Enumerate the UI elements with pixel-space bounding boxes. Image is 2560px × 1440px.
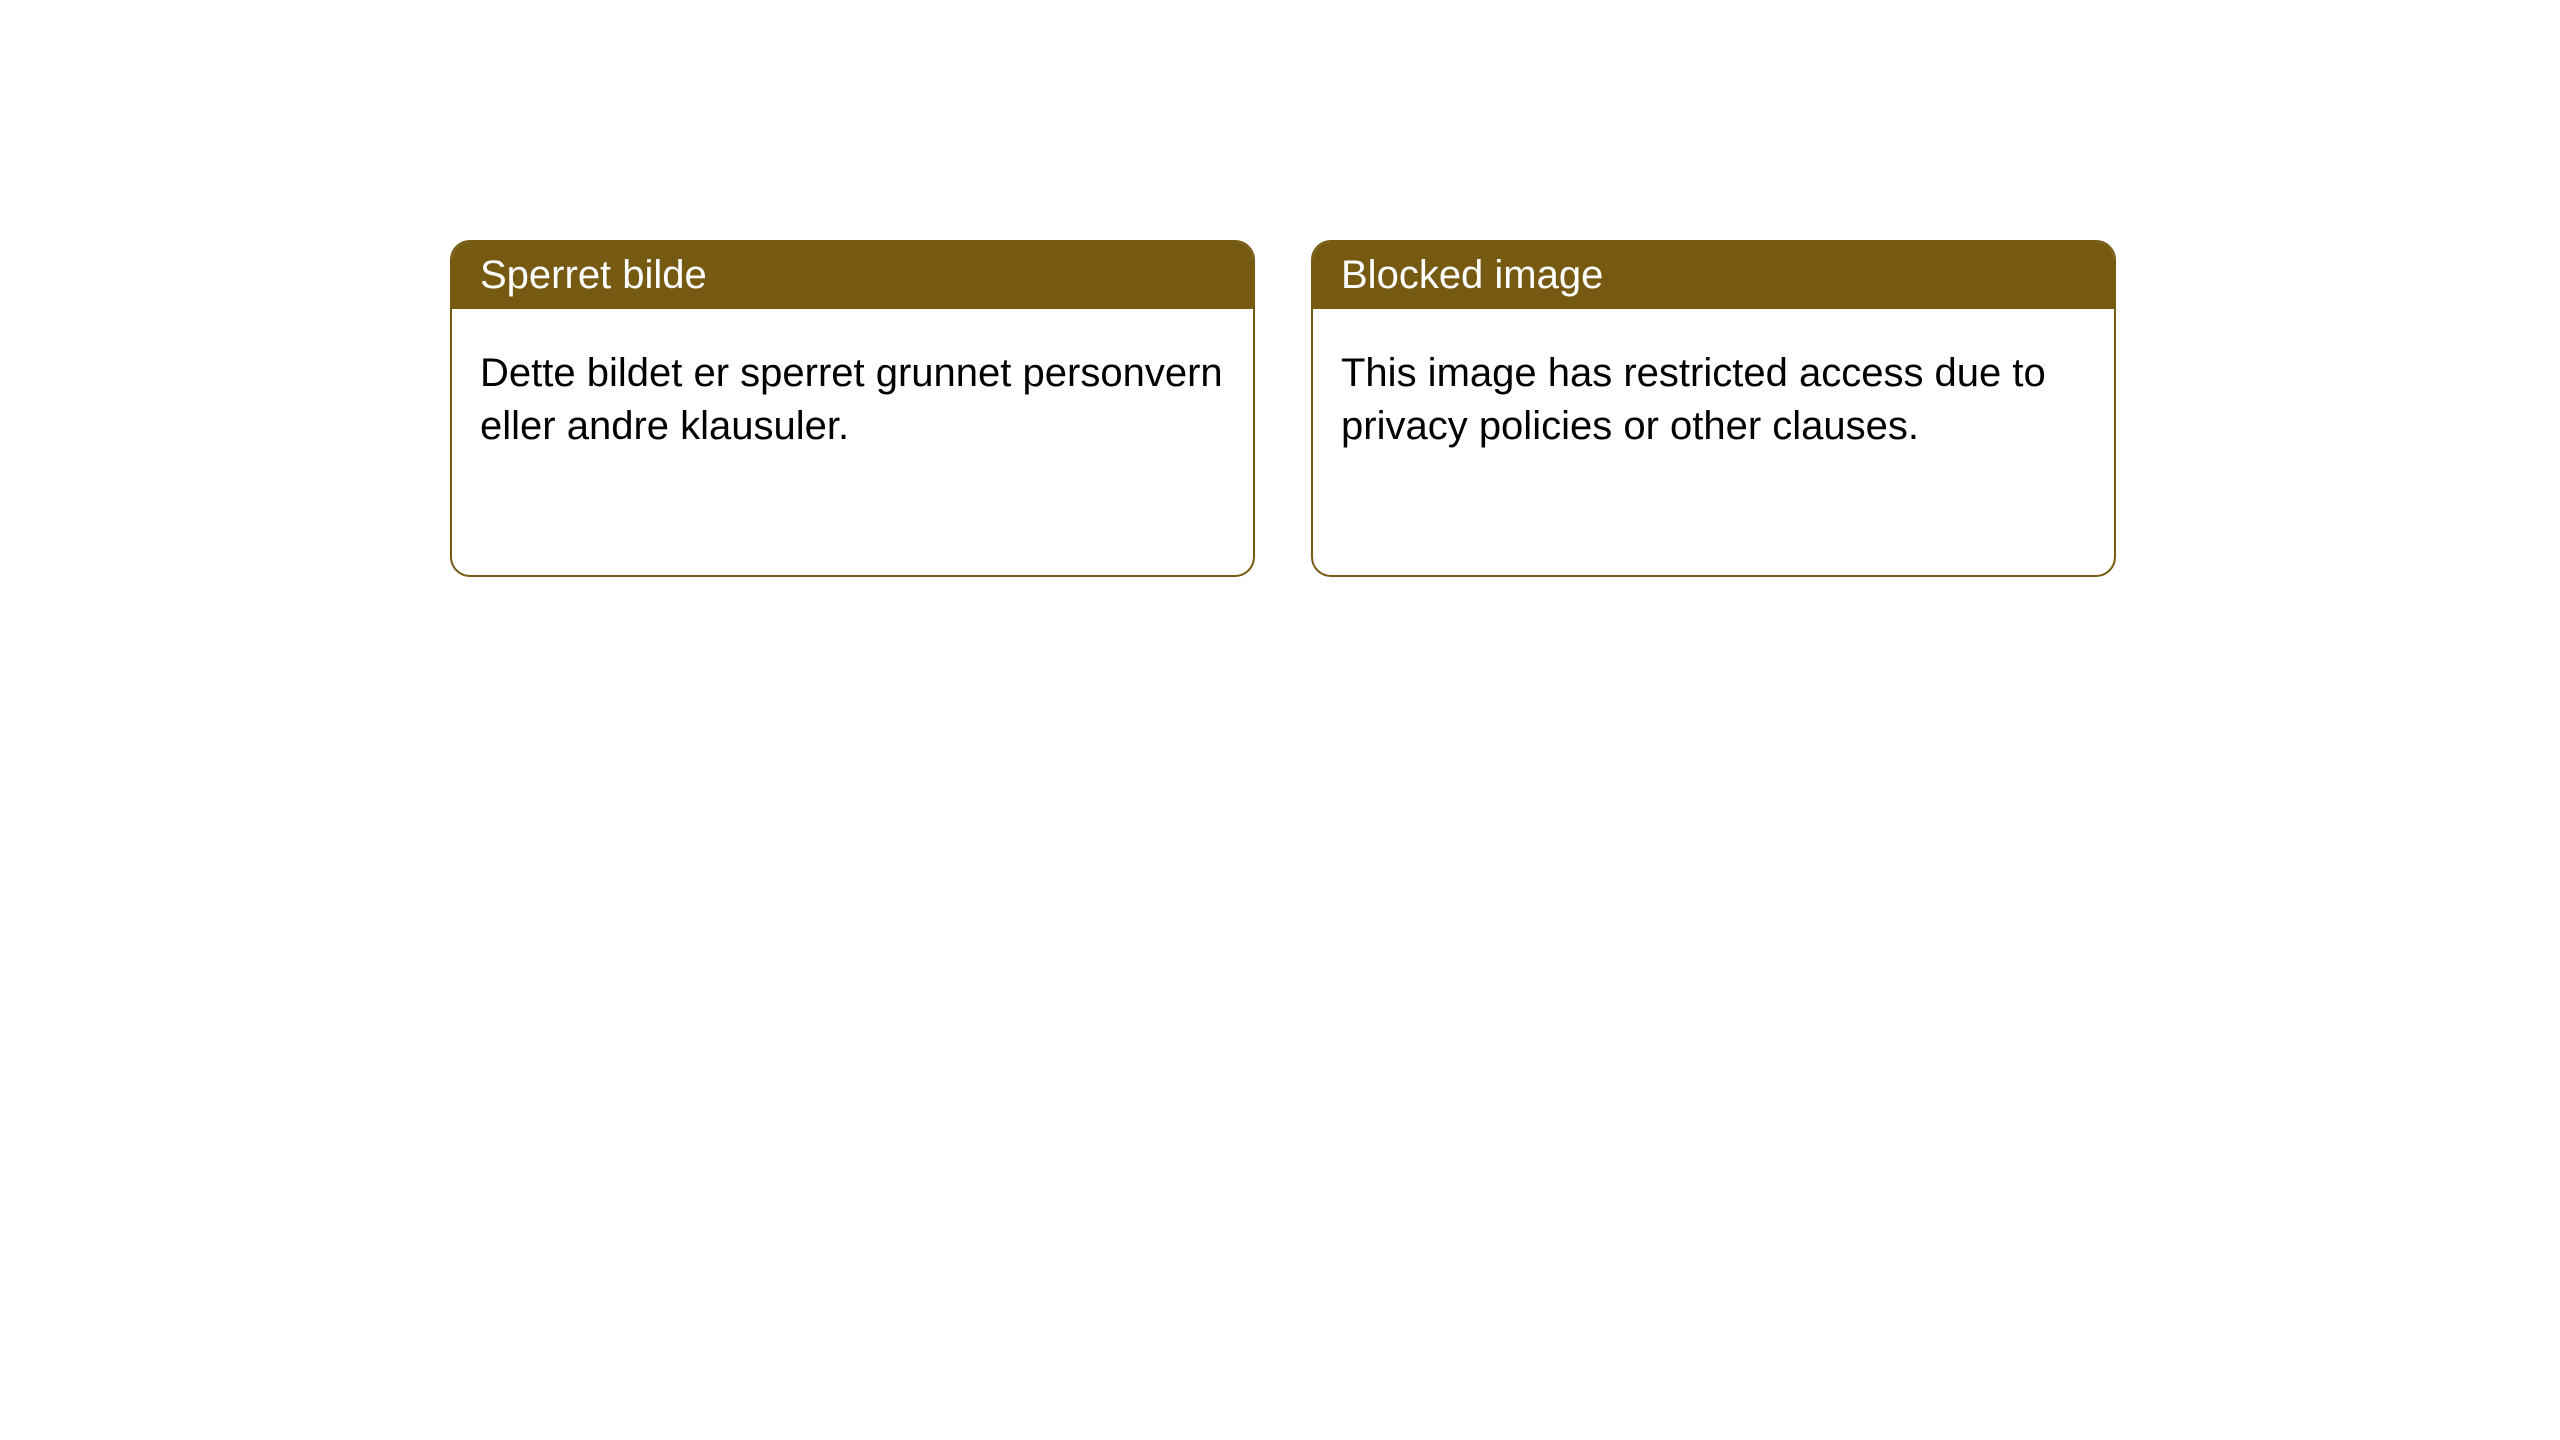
notice-body-text: Dette bildet er sperret grunnet personve… [480,351,1223,448]
notice-header-text: Sperret bilde [480,253,707,297]
notice-header-text: Blocked image [1341,253,1603,297]
notice-header: Blocked image [1313,242,2114,309]
notices-container: Sperret bilde Dette bildet er sperret gr… [0,0,2560,577]
notice-box-norwegian: Sperret bilde Dette bildet er sperret gr… [450,240,1255,577]
notice-body-text: This image has restricted access due to … [1341,351,2046,448]
notice-box-english: Blocked image This image has restricted … [1311,240,2116,577]
notice-body: This image has restricted access due to … [1313,309,2114,491]
notice-header: Sperret bilde [452,242,1253,309]
notice-body: Dette bildet er sperret grunnet personve… [452,309,1253,491]
